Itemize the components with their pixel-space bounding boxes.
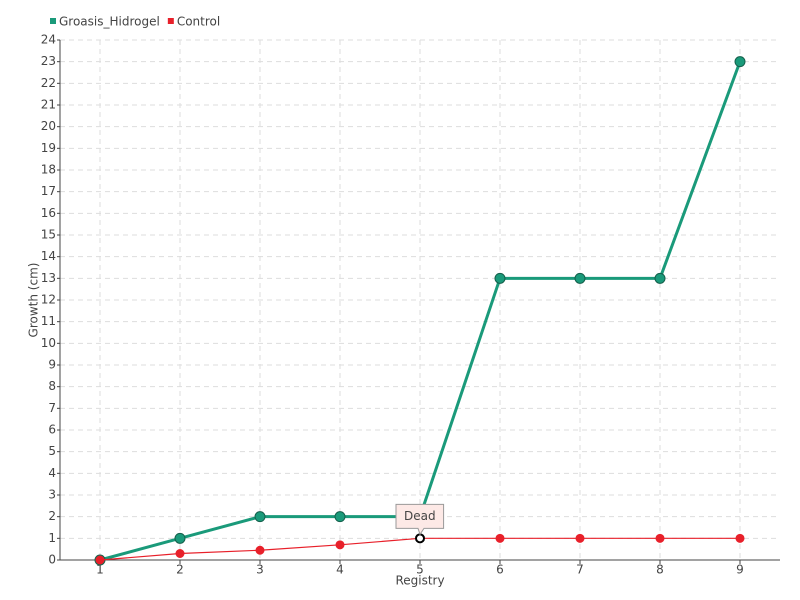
legend-label: Control xyxy=(177,15,220,29)
x-tick-label: 6 xyxy=(496,563,504,577)
x-axis-label: Registry xyxy=(395,574,444,588)
y-tick-label: 19 xyxy=(41,141,56,155)
data-point xyxy=(255,545,265,555)
y-tick-label: 11 xyxy=(41,314,56,328)
data-point xyxy=(254,511,266,523)
data-point xyxy=(335,540,345,550)
y-tick-label: 6 xyxy=(48,423,56,437)
data-point xyxy=(494,272,506,284)
y-tick-label: 8 xyxy=(48,379,56,393)
data-point xyxy=(654,272,666,284)
data-point xyxy=(575,533,585,543)
x-tick-label: 4 xyxy=(336,563,344,577)
y-axis-label: Growth (cm) xyxy=(27,263,41,338)
y-tick-label: 4 xyxy=(48,466,56,480)
x-tick-label: 3 xyxy=(256,563,264,577)
data-point xyxy=(655,533,665,543)
data-point xyxy=(175,549,185,558)
y-tick-label: 16 xyxy=(41,206,56,220)
data-point xyxy=(95,555,105,565)
legend-swatch xyxy=(167,18,174,24)
data-point xyxy=(734,56,746,68)
y-tick-label: 3 xyxy=(48,488,56,502)
x-tick-label: 9 xyxy=(736,563,744,577)
data-point xyxy=(334,511,346,523)
y-tick-label: 17 xyxy=(41,184,56,198)
legend-label: Groasis_Hidrogel xyxy=(59,15,160,29)
x-tick-label: 8 xyxy=(656,563,664,577)
y-tick-label: 1 xyxy=(48,531,56,545)
y-tick-label: 22 xyxy=(41,76,56,90)
data-point xyxy=(574,272,586,284)
x-tick-label: 2 xyxy=(176,563,184,577)
data-point xyxy=(495,533,505,543)
y-tick-label: 7 xyxy=(48,401,56,415)
x-tick-label: 1 xyxy=(96,563,104,577)
y-tick-label: 12 xyxy=(41,293,56,307)
y-tick-label: 13 xyxy=(41,271,56,285)
y-tick-label: 15 xyxy=(41,228,56,242)
y-tick-label: 20 xyxy=(41,119,56,133)
y-tick-label: 9 xyxy=(48,358,56,372)
y-tick-label: 0 xyxy=(48,553,56,567)
y-tick-label: 10 xyxy=(41,336,56,350)
y-tick-label: 24 xyxy=(41,33,56,47)
legend-swatch xyxy=(50,18,56,24)
y-tick-label: 23 xyxy=(41,54,56,68)
y-tick-label: 18 xyxy=(41,163,56,177)
y-tick-label: 14 xyxy=(41,249,56,263)
x-tick-label: 5 xyxy=(416,563,424,577)
y-tick-label: 21 xyxy=(41,98,56,112)
data-point xyxy=(735,533,745,543)
data-point xyxy=(174,532,186,544)
annotation-text: Dead xyxy=(404,509,436,523)
annotation-box xyxy=(395,503,445,536)
x-tick-label: 7 xyxy=(576,563,584,577)
y-tick-label: 2 xyxy=(48,509,56,523)
y-tick-label: 5 xyxy=(48,444,56,458)
data-point xyxy=(415,533,425,544)
